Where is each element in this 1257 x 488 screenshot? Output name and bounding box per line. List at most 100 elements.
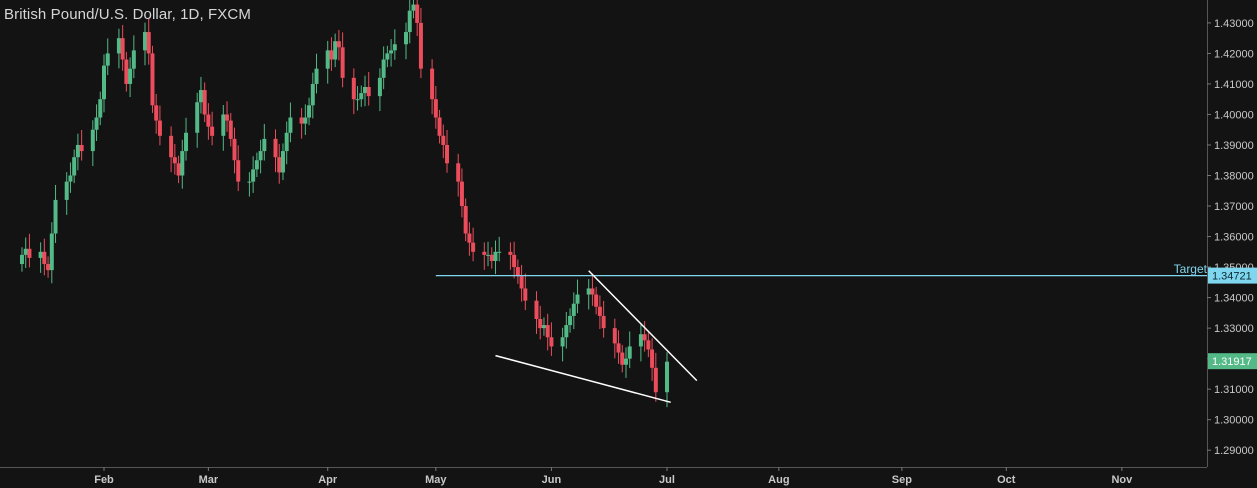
candle-body	[597, 306, 602, 316]
candle-body	[642, 334, 647, 341]
candle-body	[53, 199, 58, 234]
candle-body	[549, 337, 554, 347]
candle-body	[68, 175, 73, 182]
candle-body	[19, 254, 24, 265]
candle-body	[288, 117, 293, 133]
candle-body	[154, 105, 159, 121]
y-tick-label: 1.36000	[1214, 232, 1254, 244]
x-tick-label: Mar	[199, 474, 219, 486]
candle-body	[27, 248, 32, 258]
candle-body	[221, 114, 226, 136]
candle-body	[564, 325, 569, 338]
candles-layer	[19, 0, 669, 408]
candle-body	[120, 38, 125, 60]
target-label: Target	[1173, 262, 1207, 276]
candle-body	[571, 303, 576, 316]
candle-body	[430, 68, 435, 100]
y-tick-label: 1.38000	[1214, 171, 1254, 183]
candle-body	[359, 93, 364, 100]
candle-body	[653, 367, 658, 393]
x-tick-label: Jun	[542, 474, 562, 486]
candle-body	[236, 160, 241, 182]
last-price-tag: 1.31917	[1212, 356, 1252, 368]
x-tick-label: Aug	[768, 474, 789, 486]
candle-body	[590, 288, 595, 295]
candle-body	[508, 251, 513, 255]
trendline	[495, 354, 671, 404]
x-tick-label: Jul	[659, 474, 675, 486]
candle-body	[98, 99, 103, 118]
candle-body	[616, 343, 621, 353]
candle-body	[459, 181, 464, 207]
y-tick-label: 1.31000	[1214, 384, 1254, 396]
candle-body	[46, 264, 51, 271]
candle-body	[467, 233, 472, 243]
candle-body	[638, 334, 643, 347]
candle-body	[471, 242, 476, 252]
candle-body	[646, 340, 651, 350]
candle-body	[493, 251, 498, 261]
candle-body	[94, 117, 99, 130]
candle-body	[355, 99, 360, 101]
candle-body	[172, 157, 177, 164]
candle-body	[284, 132, 289, 152]
y-tick-label: 1.33000	[1214, 323, 1254, 335]
candle-body	[623, 358, 628, 365]
candle-body	[351, 77, 356, 100]
candle-body	[72, 157, 77, 176]
candle-body	[102, 65, 106, 100]
candle-body	[225, 114, 230, 121]
candle-body	[23, 248, 28, 255]
y-tick-label: 1.42000	[1214, 48, 1254, 60]
candle-body	[314, 68, 319, 84]
candle-body	[184, 132, 189, 152]
candle-body	[456, 163, 461, 182]
candle-body	[404, 32, 409, 45]
candle-body	[131, 50, 136, 69]
candle-body	[49, 233, 54, 271]
candle-body	[560, 337, 565, 347]
x-tick-label: Sep	[892, 474, 912, 486]
y-tick-label: 1.41000	[1214, 79, 1254, 91]
candle-body	[228, 120, 233, 139]
candle-body	[42, 251, 47, 265]
candle-body	[650, 349, 655, 368]
candle-body	[128, 68, 133, 84]
candle-body	[366, 86, 371, 97]
candle-body	[157, 120, 162, 136]
candle-body	[124, 59, 129, 84]
candle-body	[601, 315, 606, 329]
candle-body	[512, 254, 517, 268]
candle-body	[299, 117, 304, 124]
candle-body	[280, 151, 285, 173]
candle-body	[262, 138, 267, 152]
candle-body	[329, 50, 334, 60]
x-tick-label: Oct	[997, 474, 1016, 486]
y-tick-label: 1.39000	[1214, 140, 1254, 152]
y-tick-label: 1.37000	[1214, 201, 1254, 213]
candle-body	[206, 114, 211, 127]
candle-body	[620, 352, 625, 365]
candle-body	[497, 251, 502, 253]
candle-body	[411, 4, 416, 11]
x-tick-label: Nov	[1111, 474, 1133, 486]
candle-body	[463, 206, 468, 234]
candle-body	[489, 254, 494, 261]
candle-body	[251, 169, 256, 182]
candle-body	[627, 346, 632, 359]
candle-body	[169, 135, 174, 158]
candle-body	[195, 102, 200, 133]
candle-body	[586, 288, 591, 295]
last-price-tag-bg	[1208, 353, 1257, 370]
candle-body	[180, 151, 185, 176]
chart-title: British Pound/U.S. Dollar, 1D, FXCM	[4, 6, 251, 23]
candle-body	[273, 138, 278, 158]
candle-body	[232, 138, 237, 161]
candle-body	[407, 10, 412, 33]
candle-body	[515, 267, 520, 277]
candle-body	[441, 135, 446, 145]
candle-body	[385, 53, 390, 60]
candle-body	[75, 144, 80, 158]
